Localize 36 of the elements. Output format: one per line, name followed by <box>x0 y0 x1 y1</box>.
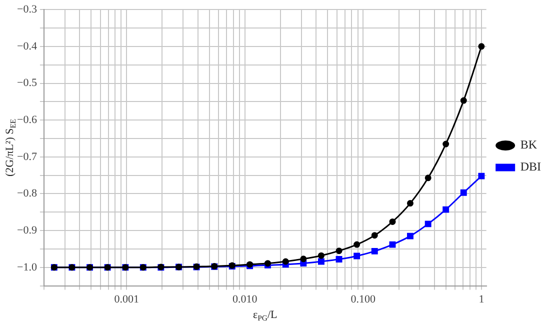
x-tick-label: 0.100 <box>350 293 376 306</box>
point <box>371 248 378 254</box>
point <box>336 256 342 263</box>
point <box>336 248 342 254</box>
x-tick-label: 0.010 <box>232 293 258 306</box>
point <box>460 97 467 104</box>
y-tick-label: −0.4 <box>16 40 38 52</box>
legend-label: BK <box>520 138 538 152</box>
point <box>424 174 432 182</box>
point <box>354 252 360 260</box>
point <box>460 189 467 196</box>
y-tick-label: −0.3 <box>16 3 38 16</box>
point <box>478 172 485 180</box>
point <box>371 232 378 239</box>
legend-label: DBI <box>520 160 542 174</box>
point <box>424 220 432 228</box>
point <box>282 258 289 265</box>
point <box>318 252 324 259</box>
point <box>389 241 396 248</box>
y-tick-label: −0.5 <box>16 77 38 90</box>
point <box>442 140 450 148</box>
point <box>478 43 485 50</box>
x-tick-label: 1 <box>478 293 484 306</box>
point <box>318 258 324 265</box>
point <box>407 232 414 240</box>
y-tick-label: −0.9 <box>16 224 38 236</box>
y-tick-label: −0.7 <box>16 150 38 163</box>
y-tick-label: −0.8 <box>16 188 38 200</box>
point <box>442 206 450 213</box>
point <box>406 200 414 207</box>
y-tick-label: −1.0 <box>16 261 38 274</box>
point <box>389 218 396 225</box>
point <box>300 256 307 262</box>
y-tick-label: −0.6 <box>16 114 38 126</box>
point <box>354 241 360 248</box>
x-tick-label: 0.001 <box>114 293 139 306</box>
